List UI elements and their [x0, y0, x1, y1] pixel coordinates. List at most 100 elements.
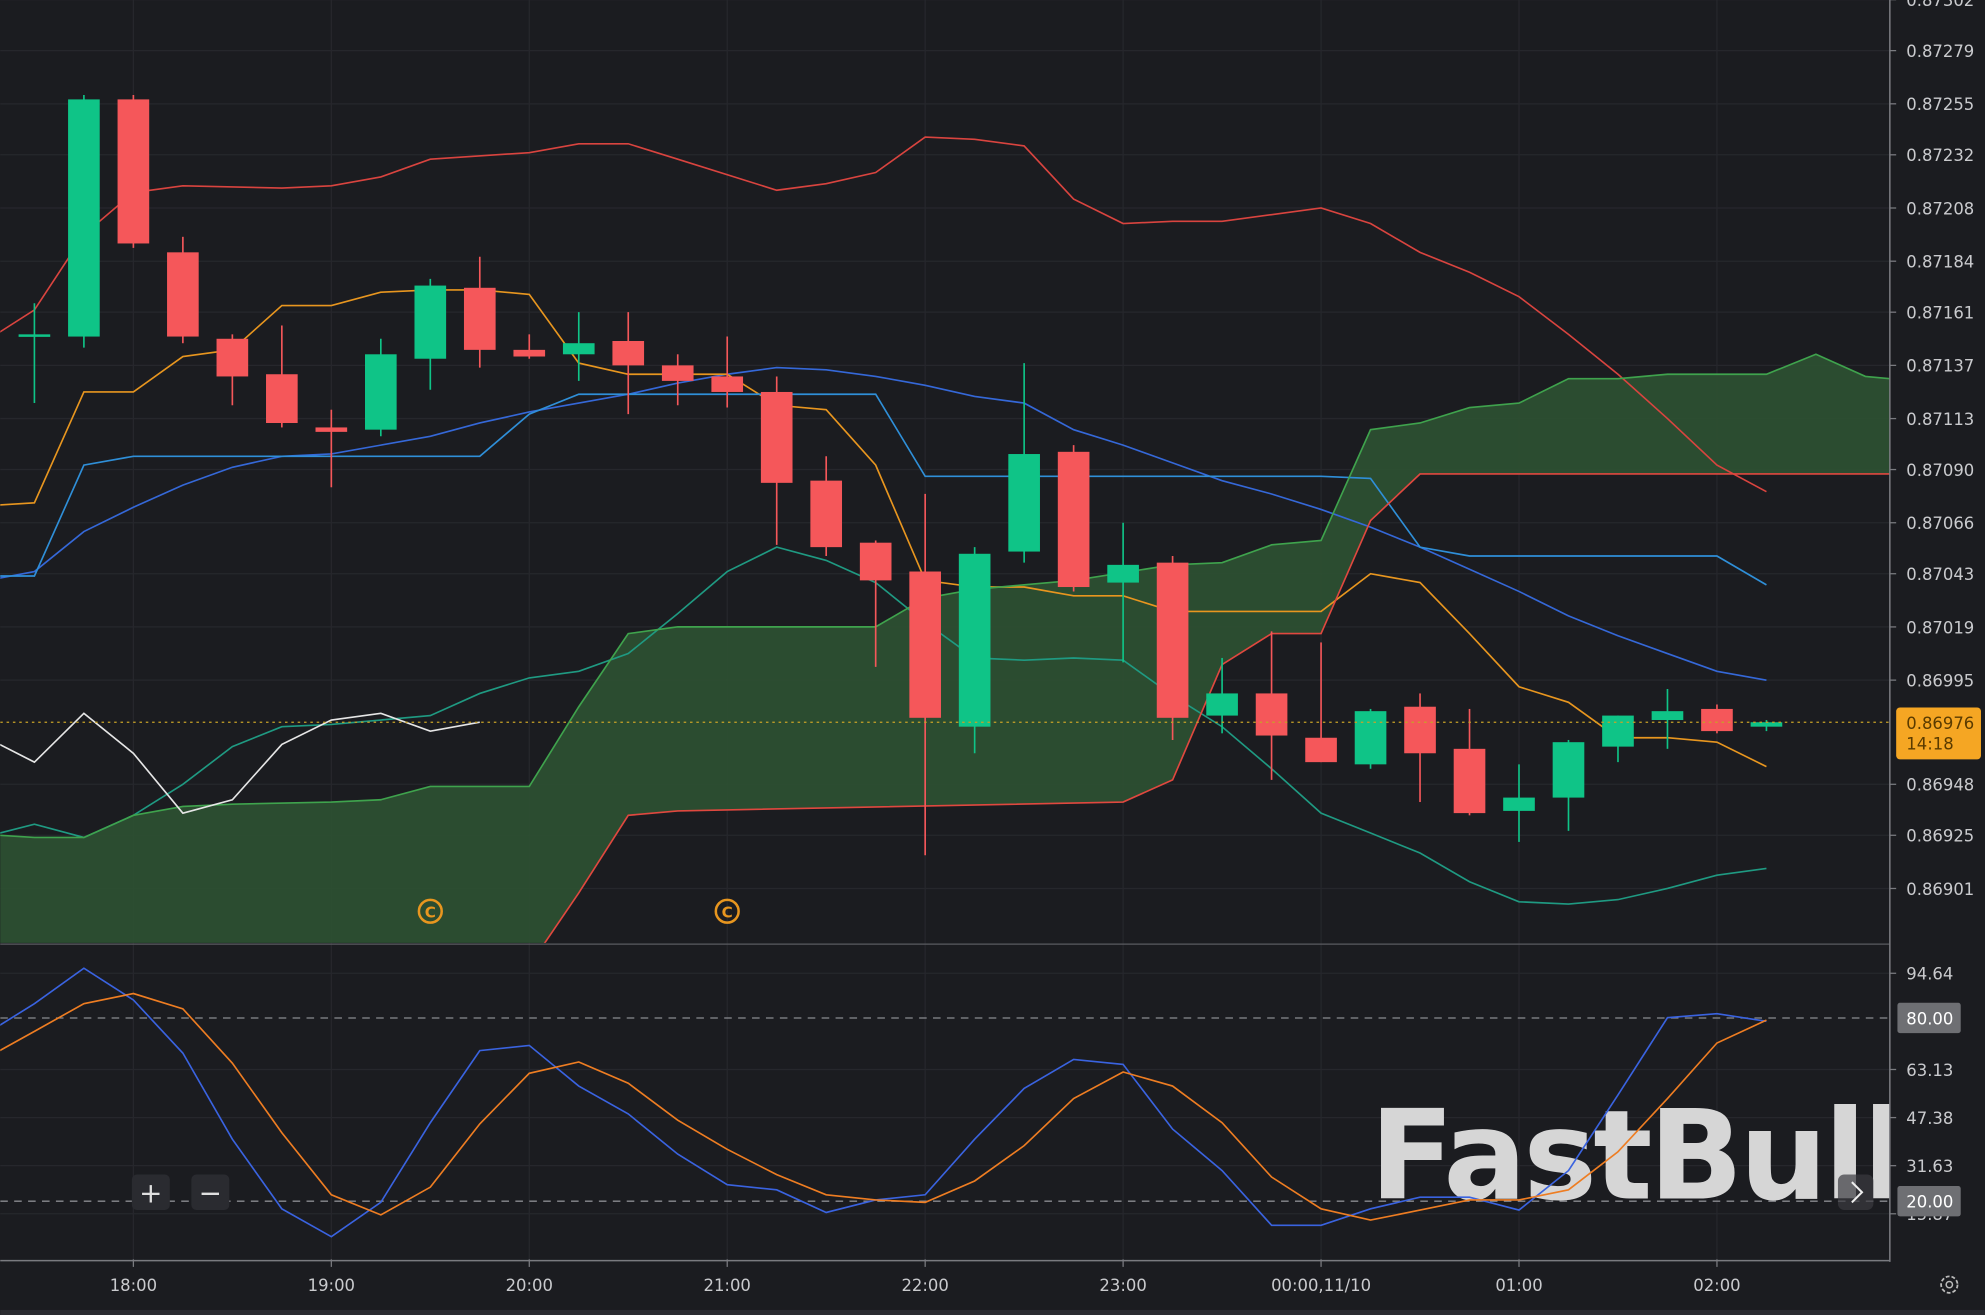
- bottom-bar: [0, 1309, 1985, 1315]
- stoch-level-tag: [1897, 1002, 1961, 1034]
- candle-body: [661, 365, 694, 381]
- bb-upper-line: [0, 136, 1767, 493]
- current-price-tag: 0.86976 14:18: [1896, 707, 1981, 760]
- time-axis[interactable]: 18:00 19:00 20:00 21:00 22:00 23:00 00:00,11/1…: [110, 1259, 1741, 1295]
- candle-body: [18, 334, 51, 337]
- cloud-fill: [0, 354, 1890, 943]
- kijun-line: [0, 393, 1767, 586]
- candle-body: [1206, 693, 1238, 716]
- settings-button[interactable]: [1940, 1275, 1959, 1294]
- stoch-tick-label: 94.64: [1906, 965, 1953, 984]
- candle-down: [1404, 693, 1436, 803]
- y-tick-label: 0.86925: [1906, 827, 1974, 846]
- candle-body: [414, 285, 447, 359]
- candle-body: [117, 99, 150, 244]
- candle-body: [315, 427, 348, 432]
- candle-up: [18, 303, 51, 404]
- stoch-tick-label: 31.63: [1906, 1157, 1953, 1176]
- stoch-level-label: 80.00: [1906, 1009, 1953, 1028]
- candle-body: [513, 349, 546, 357]
- ichimoku-cloud: [0, 354, 1890, 943]
- candle-down: [1701, 704, 1733, 734]
- y-tick-label: 0.87255: [1906, 95, 1974, 114]
- zoom-in-button[interactable]: +: [131, 1174, 170, 1210]
- candle-body: [1156, 562, 1189, 718]
- x-tick-label: 20:00: [506, 1276, 553, 1295]
- event-marker-label: C: [425, 904, 436, 922]
- y-tick-label: 0.87137: [1906, 357, 1974, 376]
- candle-up: [68, 94, 100, 348]
- x-tick-label: 19:00: [308, 1276, 355, 1295]
- candle-up: [562, 312, 595, 381]
- span-b-line: [543, 473, 1890, 943]
- candle-down: [810, 456, 843, 556]
- x-tick-label: 01:00: [1495, 1276, 1542, 1295]
- candle-body: [1602, 715, 1634, 747]
- candle-down: [167, 236, 199, 344]
- candle-up: [414, 278, 447, 390]
- candle-up: [1354, 708, 1387, 769]
- candle-down: [661, 354, 694, 406]
- zoom-in-label: +: [139, 1176, 162, 1209]
- candle-down: [760, 376, 793, 545]
- candle-body: [1057, 451, 1090, 588]
- event-marker-label: C: [722, 904, 733, 922]
- candle-down: [117, 94, 150, 248]
- candle-down: [266, 325, 298, 428]
- stoch-level-tag: [1897, 1185, 1961, 1217]
- candle-body: [1305, 737, 1337, 763]
- candle-body: [1008, 454, 1040, 552]
- x-tick-label: 22:00: [901, 1276, 948, 1295]
- candle-up: [1206, 657, 1238, 734]
- candle-body: [859, 542, 892, 581]
- y-tick-label: 0.87161: [1906, 304, 1974, 323]
- fastbull-watermark: FastBull: [1370, 1085, 1902, 1229]
- candle-body: [909, 571, 941, 718]
- candle-body: [1354, 711, 1387, 765]
- y-tick-label: 0.87113: [1906, 410, 1974, 429]
- candle-body: [562, 343, 595, 355]
- candles: [18, 94, 1783, 856]
- y-tick-label: 0.87232: [1906, 146, 1974, 165]
- candle-down: [909, 493, 941, 856]
- zoom-out-button[interactable]: −: [191, 1174, 230, 1210]
- y-tick-label: 0.86901: [1906, 880, 1974, 899]
- candle-down: [1057, 445, 1090, 592]
- candle-down: [463, 256, 496, 368]
- candle-down: [216, 334, 249, 406]
- x-tick-label: 02:00: [1693, 1276, 1740, 1295]
- x-tick-label: 23:00: [1099, 1276, 1146, 1295]
- candle-body: [68, 99, 100, 337]
- candle-down: [1453, 708, 1486, 816]
- candle-up: [1602, 715, 1634, 763]
- price-axis[interactable]: 0.87302 0.87279 0.87255 0.87232 0.87208 0.871…: [1889, 0, 1974, 899]
- candle-body: [266, 374, 298, 424]
- y-tick-label: 0.87019: [1906, 618, 1974, 637]
- x-tick-label: 21:00: [704, 1276, 751, 1295]
- candle-body: [760, 391, 793, 483]
- span-a-line: [0, 353, 1890, 839]
- candle-body: [463, 287, 496, 350]
- y-tick-label: 0.87043: [1906, 565, 1974, 584]
- candle-body: [612, 340, 645, 366]
- candle-body: [1750, 722, 1783, 727]
- y-tick-label: 0.87090: [1906, 461, 1974, 480]
- stoch-d-line: [0, 992, 1767, 1221]
- y-tick-label: 0.87279: [1906, 42, 1974, 61]
- scroll-right-button[interactable]: [1837, 1174, 1874, 1210]
- candle-body: [1701, 708, 1733, 732]
- candle-down: [315, 409, 348, 488]
- stochastic-panel[interactable]: FastBull: [0, 967, 1902, 1238]
- chevron-right-icon: [1851, 1181, 1864, 1204]
- candle-body: [1404, 706, 1436, 754]
- candle-down: [1255, 631, 1288, 780]
- x-tick-label: 18:00: [110, 1276, 157, 1295]
- y-tick-label: 0.87302: [1906, 0, 1974, 10]
- zoom-out-label: −: [199, 1176, 222, 1209]
- y-tick-label: 0.86948: [1906, 776, 1974, 795]
